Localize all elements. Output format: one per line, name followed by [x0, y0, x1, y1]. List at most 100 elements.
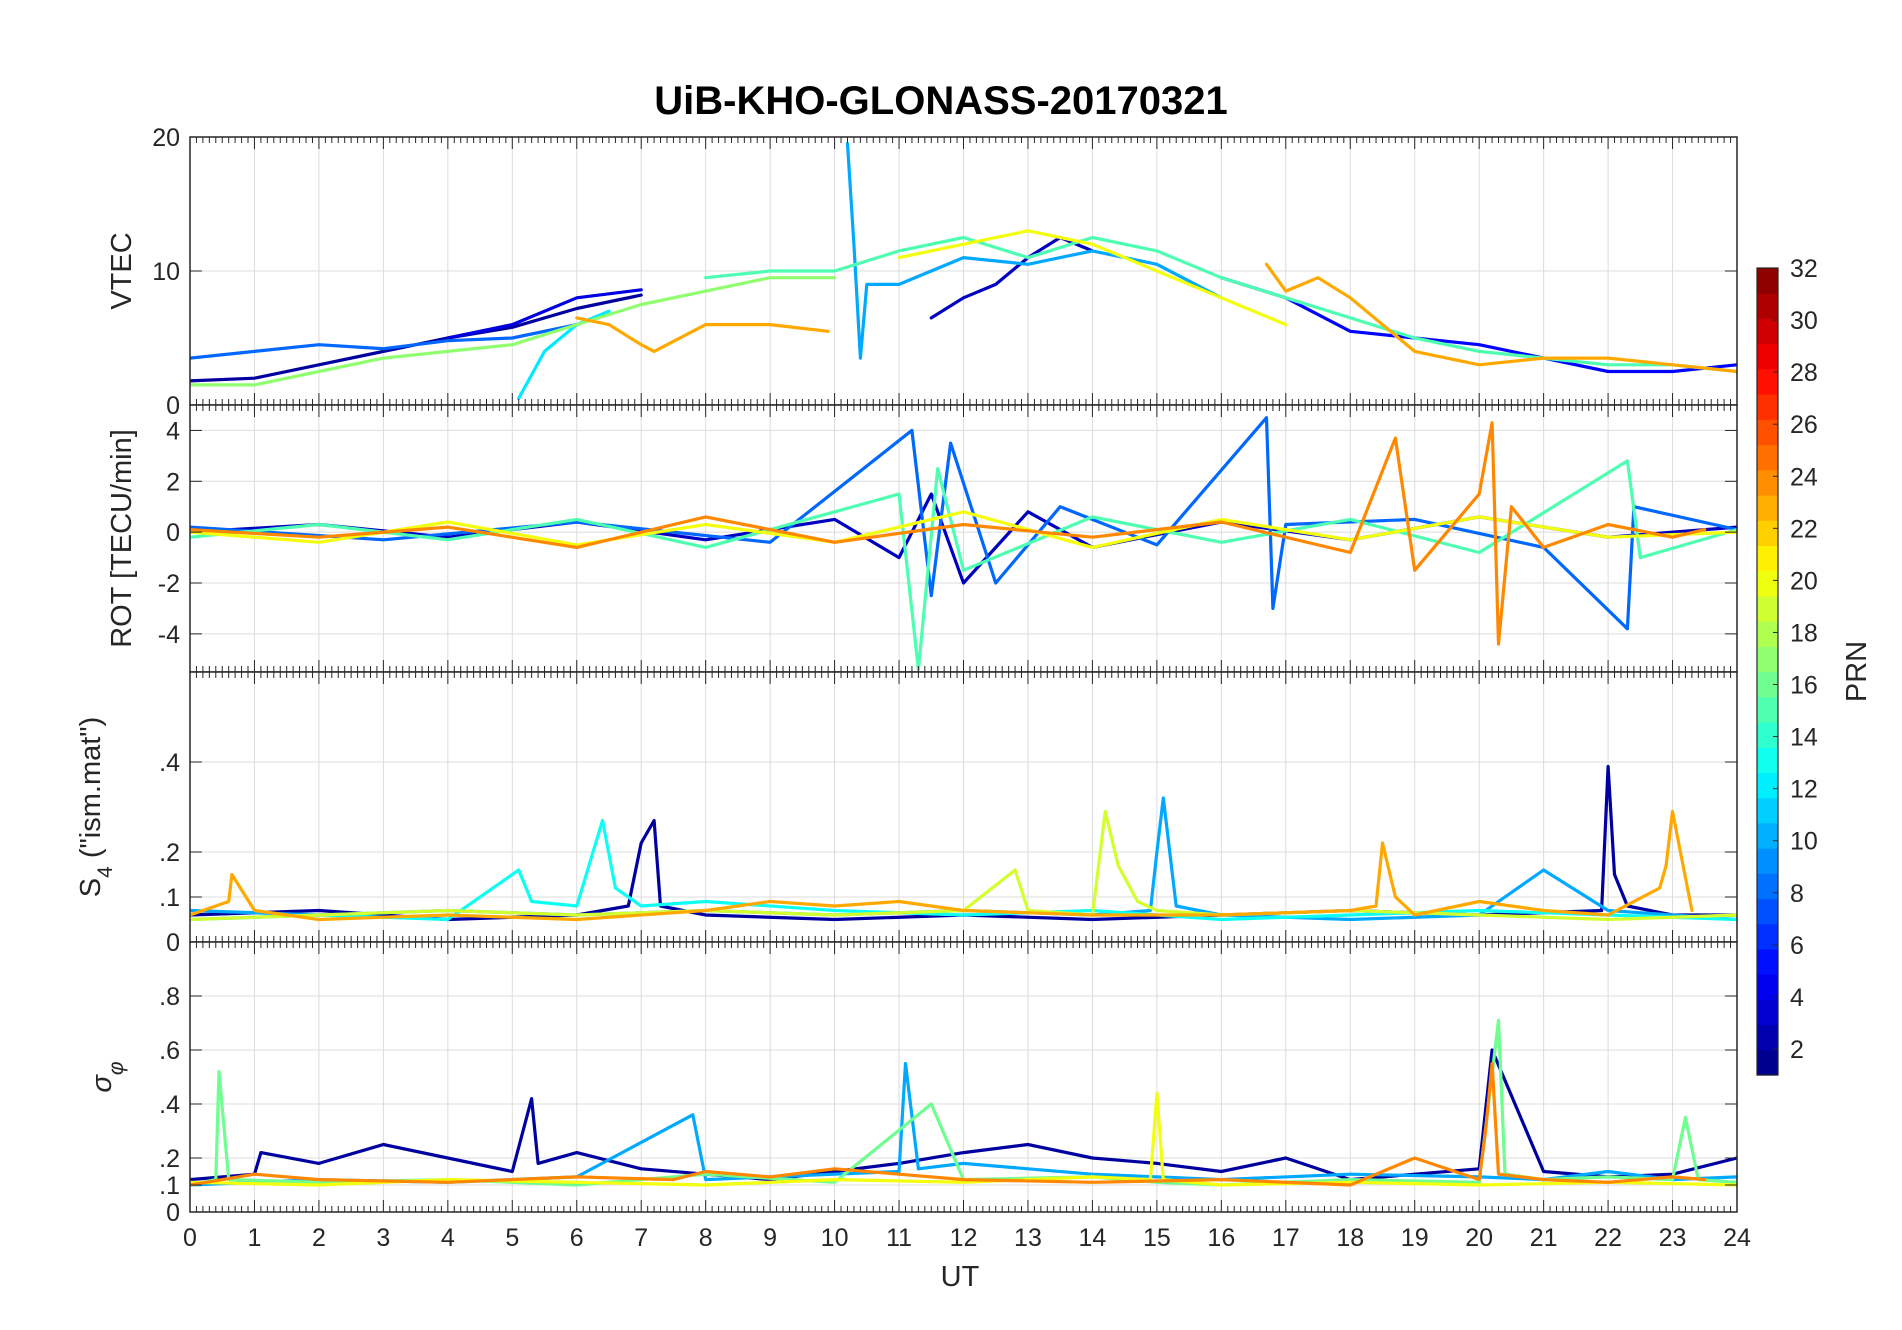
panel-s4-y-label: S4 ("ism.mat") [75, 717, 117, 898]
x-tick-label: 20 [1465, 1224, 1493, 1252]
colorbar-segment [1757, 772, 1778, 799]
colorbar-segment [1757, 1024, 1778, 1051]
colorbar-tick-label: 12 [1790, 776, 1818, 804]
colorbar-tick-label: 10 [1790, 828, 1818, 856]
colorbar-segment [1757, 545, 1778, 572]
x-tick-label: 8 [699, 1224, 713, 1252]
panel-s4-traces [190, 764, 1737, 922]
colorbar-segment [1757, 923, 1778, 950]
panel-sigma-y-tick-label: 0 [166, 1199, 180, 1227]
colorbar-segment [1757, 646, 1778, 673]
panel-vtec-series-prn-17 [190, 276, 837, 387]
x-tick-label: 7 [634, 1224, 648, 1252]
colorbar-segment [1757, 671, 1778, 698]
colorbar-tick-label: 2 [1790, 1036, 1804, 1064]
x-tick-label: 5 [505, 1224, 519, 1252]
x-axis-label: UT [941, 1261, 980, 1293]
x-tick-label: 16 [1207, 1224, 1235, 1252]
panel-rot-y-label: ROT [TECU/min] [106, 429, 138, 648]
x-tick-label: 19 [1401, 1224, 1429, 1252]
panel-rot-series-prn-24 [190, 421, 1707, 646]
x-tick-label: 13 [1014, 1224, 1042, 1252]
panel-sigma-y-label: σφ [86, 1061, 128, 1093]
panel-vtec-series-prn-8 [190, 323, 579, 360]
x-tick-label: 4 [441, 1224, 455, 1252]
colorbar-segment [1757, 494, 1778, 521]
colorbar-tick-label: 26 [1790, 411, 1818, 439]
colorbar-tick-label: 24 [1790, 463, 1818, 491]
panel-vtec-series-prn-20 [897, 229, 1288, 327]
panel-sigma-y-tick-label: .2 [159, 1145, 180, 1173]
colorbar-segment [1757, 570, 1778, 597]
colorbar-tick-label: 30 [1790, 307, 1818, 335]
panel-sigma-y-tick-label: .6 [159, 1037, 180, 1065]
x-tick-label: 10 [821, 1224, 849, 1252]
colorbar-tick-label: 32 [1790, 255, 1818, 283]
colorbar-segment [1757, 873, 1778, 900]
colorbar-tick-label: 22 [1790, 515, 1818, 543]
colorbar-tick-label: 20 [1790, 567, 1818, 595]
panel-rot-series-prn-15 [190, 459, 1737, 672]
panel-vtec-series-prn-4 [446, 288, 643, 340]
x-tick-label: 24 [1723, 1224, 1751, 1252]
panel-sigma-series-prn-24 [190, 1061, 1707, 1187]
colorbar-segment [1757, 797, 1778, 824]
panel-vtec-y-tick-label: 10 [152, 258, 180, 286]
colorbar-segment [1757, 268, 1778, 294]
colorbar-segment [1757, 747, 1778, 773]
colorbar-tick-label: 28 [1790, 359, 1818, 387]
colorbar-segment [1757, 520, 1778, 547]
chart-title: UiB-KHO-GLONASS-20170321 [654, 79, 1228, 123]
panel-vtec-series-prn-15 [704, 235, 1737, 374]
x-tick-label: 1 [248, 1224, 262, 1252]
colorbar-tick-label: 18 [1790, 619, 1818, 647]
panel-vtec-y-label: VTEC [106, 232, 138, 309]
panel-vtec-y-tick-label: 20 [152, 124, 180, 152]
colorbar-segment [1757, 368, 1778, 395]
colorbar-segment [1757, 948, 1778, 975]
colorbar-segment [1757, 696, 1778, 723]
colorbar-segment [1757, 293, 1778, 320]
panel-vtec: 0 10 20 VTEC [106, 124, 1738, 420]
colorbar-tick-label: 6 [1790, 932, 1804, 960]
panel-vtec-series-prn-23 [1264, 262, 1737, 374]
x-tick-label: 17 [1272, 1224, 1300, 1252]
panel-s4-y-tick-label: .2 [159, 839, 180, 867]
colorbar-segment [1757, 822, 1778, 849]
panel-s4: 0 .1 .2 .4 S4 ("ism.mat") [75, 671, 1738, 957]
x-tick-label: 6 [570, 1224, 584, 1252]
colorbar-segment [1757, 974, 1778, 1000]
panel-rot-y-tick-label: 0 [166, 519, 180, 547]
panel-rot: -4 -2 0 2 4 ROT [TECU/min] [106, 404, 1738, 673]
panel-sigma: 0.1.2.4.6.80 1 2 3 4 5 6 7 8 9 10 11 12 13 14 15 16 17 18 1… [86, 941, 1751, 1252]
colorbar-segment [1757, 721, 1778, 748]
x-tick-label: 12 [950, 1224, 978, 1252]
colorbar-segment [1757, 444, 1778, 471]
panel-s4-series-prn-23 [190, 809, 1694, 922]
panel-rot-y-tick-label: -4 [158, 621, 180, 649]
panel-sigma-y-tick-label: .8 [159, 983, 180, 1011]
panel-vtec-traces [190, 142, 1737, 400]
panel-vtec-series-prn-23 [575, 316, 830, 353]
panel-rot-series-prn-20 [190, 510, 1737, 549]
x-tick-label: 2 [312, 1224, 326, 1252]
colorbar-segment [1757, 999, 1778, 1026]
x-tick-label: 14 [1079, 1224, 1107, 1252]
panel-vtec-y-tick-label: 0 [166, 392, 180, 420]
panel-s4-y-tick-label: 0 [166, 929, 180, 957]
colorbar-segment [1757, 1049, 1778, 1076]
x-tick-label: 3 [376, 1224, 390, 1252]
panel-vtec-series-prn-5 [1219, 276, 1737, 374]
panel-s4-y-tick-label: .4 [159, 749, 180, 777]
x-tick-label: 22 [1594, 1224, 1622, 1252]
colorbar-segment [1757, 343, 1778, 370]
colorbar-segment [1757, 318, 1778, 345]
x-tick-label: 21 [1530, 1224, 1558, 1252]
x-tick-label: 23 [1659, 1224, 1687, 1252]
colorbar-label: PRN [1841, 641, 1873, 702]
colorbar-segment [1757, 595, 1778, 622]
panel-sigma-traces [190, 1018, 1737, 1187]
colorbar-tick-label: 4 [1790, 984, 1804, 1012]
